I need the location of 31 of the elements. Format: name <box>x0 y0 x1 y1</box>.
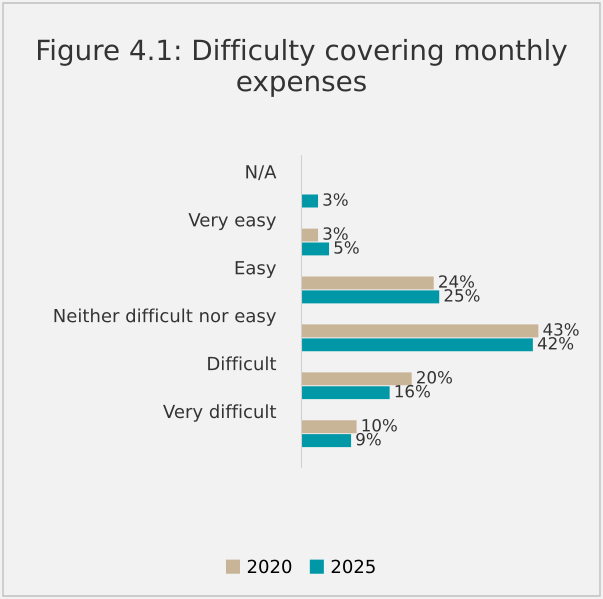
data-label: 16% <box>396 384 430 398</box>
bar <box>302 386 390 400</box>
data-label: 10% <box>362 418 397 432</box>
chart-title: Figure 4.1: Difficulty covering monthly expenses <box>38 38 567 97</box>
data-label: 25% <box>444 289 480 302</box>
data-label: 20% <box>417 371 452 384</box>
y-tick-label: Easy <box>236 261 276 278</box>
y-tick-label: N/A <box>246 165 276 180</box>
bar <box>302 420 357 434</box>
data-label: 43% <box>543 323 579 336</box>
data-label: 3% <box>323 227 348 240</box>
bar <box>302 338 533 352</box>
bar <box>302 290 440 304</box>
bar <box>302 434 352 448</box>
data-label: 9% <box>356 432 381 446</box>
y-tick-label: Very difficult <box>163 404 276 422</box>
data-label: 3% <box>323 193 348 206</box>
y-tick-label: Difficult <box>208 356 276 370</box>
y-tick-label: Neither difficult nor easy <box>54 308 276 326</box>
bar <box>302 372 412 386</box>
data-label: 5% <box>334 241 359 254</box>
legend-label: 2020 <box>248 560 292 574</box>
bar <box>302 228 318 242</box>
bar <box>302 194 318 208</box>
bar <box>302 276 434 290</box>
data-label: 42% <box>538 337 574 350</box>
legend-label: 2025 <box>332 560 375 574</box>
bar <box>302 324 538 338</box>
y-tick-label: Very easy <box>188 213 276 230</box>
bar <box>302 242 330 256</box>
data-label: 24% <box>439 275 474 288</box>
